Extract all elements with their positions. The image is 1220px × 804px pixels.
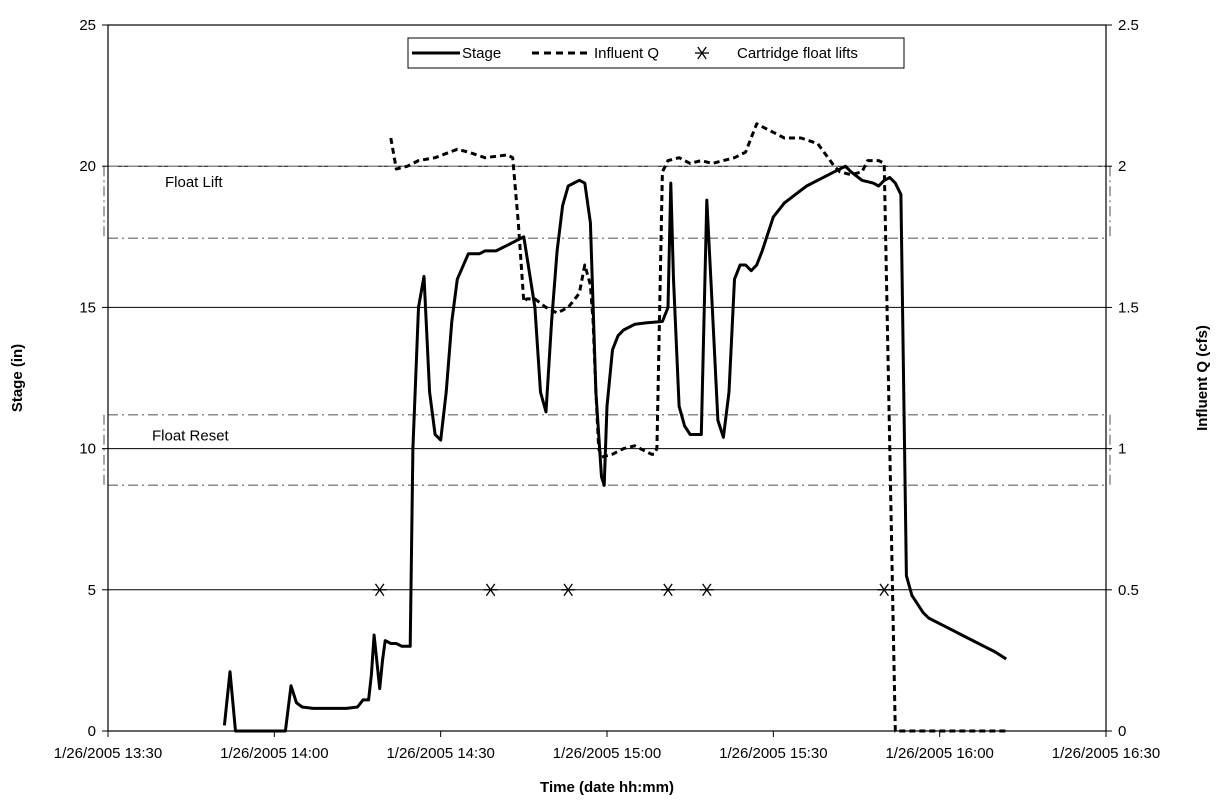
series-layer — [222, 122, 1008, 733]
y-tick-label: 0 — [88, 723, 96, 740]
x-tick-label: 1/26/2005 14:00 — [220, 745, 328, 762]
float-lift-marker — [483, 583, 498, 597]
x-tick-label: 1/26/2005 16:00 — [885, 745, 993, 762]
x-tick-label: 1/26/2005 14:30 — [386, 745, 494, 762]
star-stroke — [879, 583, 889, 597]
y2-tick-label: 1.5 — [1118, 299, 1139, 316]
x-tick-label: 1/26/2005 15:00 — [553, 745, 661, 762]
star-stroke — [697, 46, 707, 60]
series-line-stage — [222, 164, 1008, 733]
x-axis-title: Time (date hh:mm) — [540, 779, 674, 796]
y2-tick-label: 0.5 — [1118, 582, 1139, 599]
axes: 0 5 10 15 20 25 0 0.5 1 1.5 2 2.5 1/26/2005 13:30 1/2… — [54, 17, 1160, 762]
float-lift-annotation: Float Lift — [165, 174, 223, 191]
star-stroke — [485, 583, 496, 597]
star-stroke — [374, 583, 385, 597]
y-tick-label: 25 — [79, 17, 96, 34]
y2-tick-label: 0 — [1118, 723, 1126, 740]
series-line-influent-q — [389, 122, 1007, 733]
y2-axis-title: Influent Q (cfs) — [1194, 325, 1211, 431]
float-lift-markers — [372, 583, 892, 597]
y2-tick-label: 2.5 — [1118, 17, 1139, 34]
legend-star-marker — [695, 46, 709, 60]
y2-tick-label: 1 — [1118, 441, 1126, 458]
float-lift-marker — [699, 583, 714, 597]
x-tick-label: 1/26/2005 13:30 — [54, 745, 162, 762]
legend-label-float-lifts: Cartridge float lifts — [737, 45, 858, 62]
legend-label-stage: Stage — [462, 45, 501, 62]
legend-label-influent-q: Influent Q — [594, 45, 659, 62]
legend-swatch-float-lifts — [695, 46, 709, 60]
legend: Stage Influent Q Cartridge float lifts — [407, 37, 905, 69]
y-axis-title: Stage (in) — [9, 344, 26, 412]
float-lift-marker — [877, 583, 892, 597]
y-tick-label: 15 — [79, 299, 96, 316]
y-tick-label: 10 — [79, 441, 96, 458]
star-stroke — [563, 583, 573, 597]
float-lift-marker — [372, 583, 387, 597]
y-tick-label: 20 — [79, 158, 96, 175]
x-tick-label: 1/26/2005 16:30 — [1052, 745, 1160, 762]
legend-box — [407, 37, 905, 69]
x-tick-label: 1/26/2005 15:30 — [719, 745, 827, 762]
float-reset-annotation: Float Reset — [152, 428, 230, 445]
star-stroke — [702, 583, 712, 597]
star-stroke — [663, 583, 673, 597]
float-lift-marker — [660, 583, 675, 597]
y-tick-label: 5 — [88, 582, 96, 599]
reference-bands — [103, 165, 1111, 487]
y2-tick-label: 2 — [1118, 158, 1126, 175]
float-lift-marker — [561, 583, 576, 597]
